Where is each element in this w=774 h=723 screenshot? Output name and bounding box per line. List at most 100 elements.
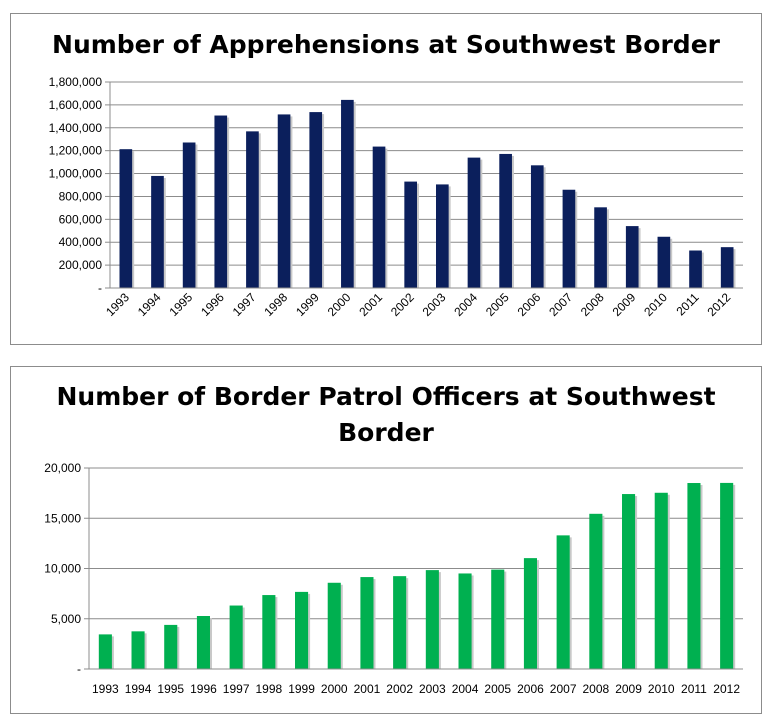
officers-x-tick-label: 2002: [386, 682, 413, 696]
apprehensions-bar: [404, 181, 418, 288]
apprehensions-bar: [246, 131, 259, 288]
officers-x-tick-label: 2006: [517, 682, 544, 696]
officers-y-tick-label: -: [77, 662, 81, 676]
officers-bar: [327, 582, 341, 669]
apprehensions-bar: [182, 142, 196, 288]
apprehensions-x-tick-label: 2008: [578, 290, 607, 319]
apprehensions-bar: [720, 247, 734, 288]
apprehensions-bar: [657, 236, 671, 288]
officers-x-tick-label: 2011: [681, 682, 707, 696]
officers-chart: - 5,000 10,000 15,000 20,000 1993 1994 1995 1996…: [44, 461, 743, 696]
officers-bar: [687, 483, 701, 669]
apprehensions-x-tick-label: 2007: [546, 290, 575, 319]
officers-bar: [458, 573, 472, 669]
officers-x-tick-label: 2001: [354, 682, 381, 696]
officers-chart-title: Number of Border Patrol Officers at Sout…: [11, 379, 761, 451]
apprehensions-x-tick-label: 2010: [641, 290, 670, 319]
apprehensions-x-tick-label: 2012: [705, 290, 734, 319]
apprehensions-bar: [341, 99, 354, 288]
apprehensions-bar: [372, 146, 386, 288]
apprehensions-x-tick-label: 2000: [325, 290, 354, 319]
officers-bar: [360, 577, 374, 669]
officers-x-tick-label: 2010: [648, 682, 675, 696]
apprehensions-y-tick-label: 1,200,000: [49, 144, 103, 158]
officers-chart-panel: Number of Border Patrol Officers at Sout…: [10, 366, 762, 714]
apprehensions-y-tick-label: -: [98, 281, 102, 295]
apprehensions-bar: [530, 165, 544, 288]
officers-bar: [491, 569, 505, 669]
officers-bar: [654, 492, 668, 669]
apprehensions-x-tick-label: 1996: [198, 290, 227, 319]
officers-x-tick-label: 2003: [419, 682, 446, 696]
apprehensions-x-tick-label: 1995: [166, 290, 195, 319]
apprehensions-x-tick-label: 1994: [135, 290, 164, 319]
officers-bar: [98, 634, 112, 669]
officers-bar: [196, 616, 210, 669]
officers-y-tick-label: 15,000: [44, 511, 81, 525]
apprehensions-x-tick-label: 2003: [420, 290, 449, 319]
apprehensions-x-tick-label: 1998: [261, 290, 290, 319]
apprehensions-bar: [689, 250, 702, 288]
apprehensions-x-tick-label: 1993: [103, 290, 132, 319]
officers-bar: [622, 494, 636, 669]
apprehensions-y-tick-label: 1,800,000: [49, 75, 103, 89]
officers-bar: [393, 576, 407, 669]
officers-x-tick-label: 2004: [452, 682, 479, 696]
apprehensions-chart-title: Number of Apprehensions at Southwest Bor…: [52, 30, 720, 59]
officers-x-tick-label: 1995: [157, 682, 184, 696]
apprehensions-bar: [277, 114, 291, 288]
apprehensions-x-tick-label: 2001: [356, 290, 385, 319]
apprehensions-bar: [214, 115, 228, 288]
apprehensions-x-tick-label: 1997: [230, 290, 259, 319]
apprehensions-chart: - 200,000 400,000 600,000 800,000 1,000,000 1,…: [49, 75, 743, 319]
apprehensions-bar: [562, 189, 576, 288]
officers-x-tick-label: 1999: [288, 682, 315, 696]
officers-x-tick-label: 2000: [321, 682, 348, 696]
apprehensions-bar: [625, 226, 639, 288]
apprehensions-y-tick-label: 800,000: [59, 189, 103, 203]
apprehensions-y-tick-label: 600,000: [59, 212, 103, 226]
apprehensions-y-tick-label: 400,000: [59, 235, 103, 249]
officers-bar: [295, 591, 309, 669]
officers-x-tick-label: 1996: [190, 682, 217, 696]
officers-x-tick-label: 1998: [255, 682, 282, 696]
apprehensions-bar: [499, 153, 512, 288]
apprehensions-bar: [119, 149, 133, 288]
apprehensions-x-tick-label: 2011: [673, 290, 701, 318]
apprehensions-bar: [467, 157, 481, 288]
officers-bar: [425, 570, 439, 669]
apprehensions-x-tick-label: 2009: [610, 290, 639, 319]
officers-bar: [164, 624, 178, 669]
apprehensions-bar: [309, 112, 323, 288]
officers-bar: [131, 631, 145, 669]
officers-x-tick-label: 1993: [92, 682, 119, 696]
officers-x-tick-label: 1994: [125, 682, 152, 696]
apprehensions-y-tick-label: 1,600,000: [49, 98, 103, 112]
apprehensions-x-tick-label: 1999: [293, 290, 322, 319]
officers-bar: [262, 595, 276, 669]
officers-bar: [720, 482, 734, 669]
apprehensions-x-tick-label: 2006: [515, 290, 544, 319]
officers-x-tick-label: 1997: [223, 682, 250, 696]
officers-x-tick-label: 2007: [550, 682, 577, 696]
apprehensions-chart-panel: Number of Apprehensions at Southwest Bor…: [10, 13, 762, 345]
apprehensions-y-tick-label: 1,000,000: [49, 167, 103, 181]
officers-bar: [589, 513, 603, 669]
officers-x-tick-label: 2005: [484, 682, 511, 696]
apprehensions-y-tick-label: 200,000: [59, 258, 103, 272]
officers-y-tick-label: 20,000: [44, 461, 81, 475]
apprehensions-bar: [151, 175, 164, 288]
apprehensions-x-tick-label: 2004: [451, 290, 480, 319]
apprehensions-bar: [594, 207, 607, 288]
apprehensions-x-tick-label: 2005: [483, 290, 512, 319]
officers-x-tick-label: 2012: [713, 682, 740, 696]
officers-bar: [229, 605, 243, 669]
apprehensions-x-tick-label: 2002: [388, 290, 417, 319]
officers-bar: [523, 558, 537, 669]
apprehensions-y-tick-label: 1,400,000: [49, 121, 103, 135]
officers-x-tick-label: 2008: [582, 682, 609, 696]
officers-x-tick-label: 2009: [615, 682, 642, 696]
apprehensions-bar: [435, 184, 449, 288]
officers-chart-title-line-1: Number of Border Patrol Officers at Sout…: [56, 382, 716, 411]
officers-y-tick-label: 5,000: [51, 612, 81, 626]
